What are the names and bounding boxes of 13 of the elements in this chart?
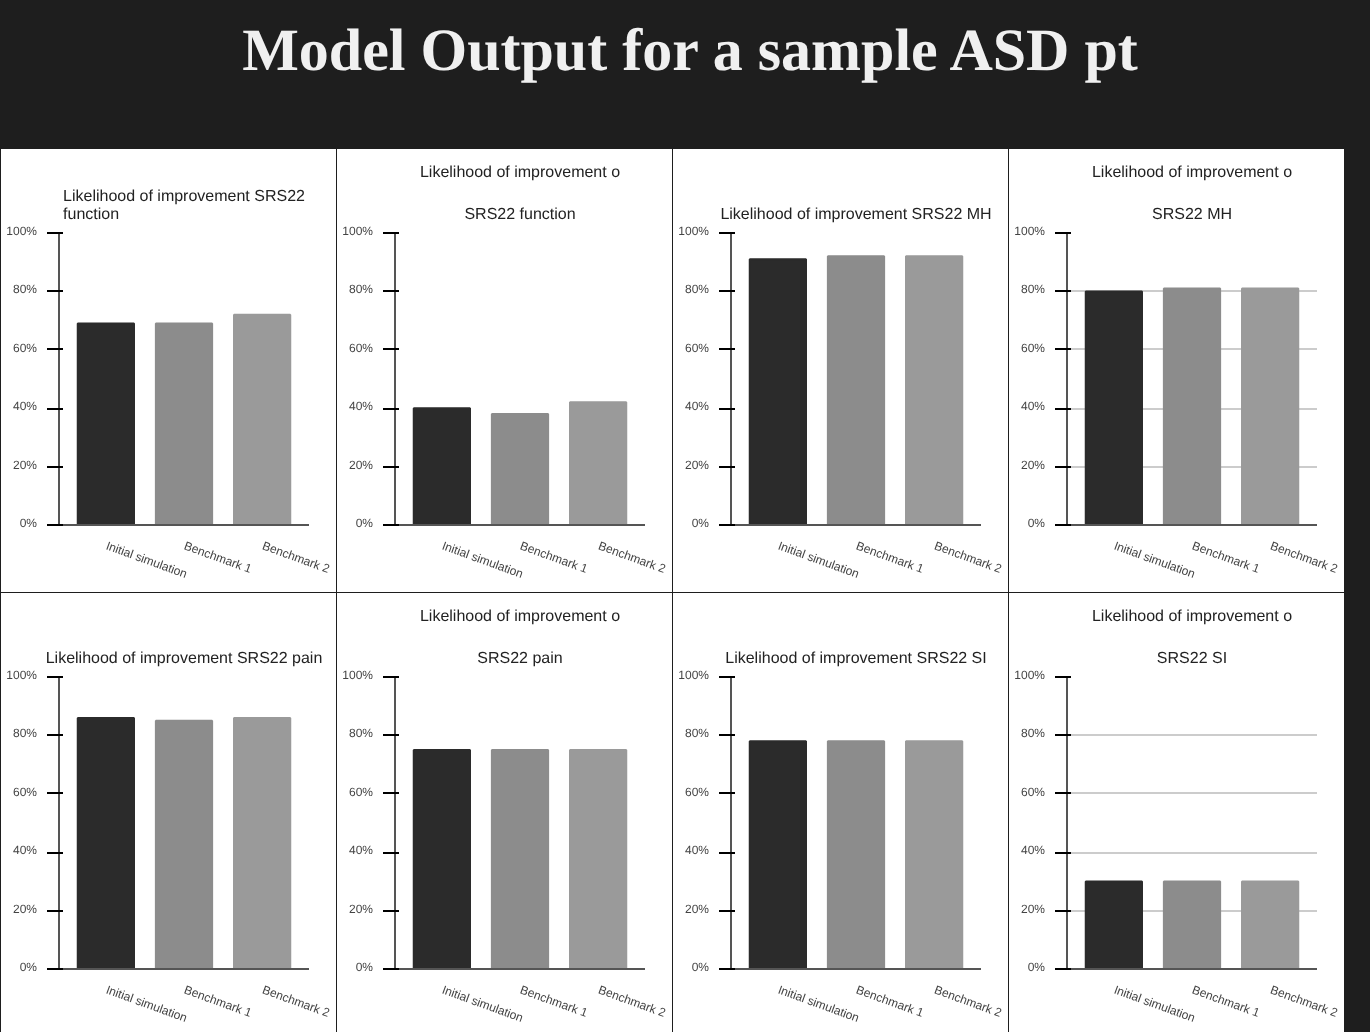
chart-subtitle: SRS22 pain [477, 649, 563, 667]
chart-title: Likelihood of improvement SRS22 pain [45, 649, 323, 667]
chart-subtitle: SRS22 MH [1151, 205, 1233, 223]
chart-title: Likelihood of improvement o [1091, 607, 1294, 625]
chart-title: Likelihood of improvement SRS22 SI [725, 649, 987, 667]
text: Model Output for a sample ASD pt [242, 16, 1138, 88]
chart-title: Likelihood of improvement SRS22 function [63, 187, 307, 223]
chart-subtitle: SRS22 function [464, 205, 576, 223]
chart-title: Likelihood of improvement SRS22 MH [720, 205, 993, 223]
chart-subtitle: SRS22 SI [1156, 649, 1228, 667]
chart-title: Likelihood of improvement o [419, 607, 622, 625]
chart-title: Likelihood of improvement o [419, 163, 622, 181]
chart-title: Likelihood of improvement o [1091, 163, 1294, 181]
